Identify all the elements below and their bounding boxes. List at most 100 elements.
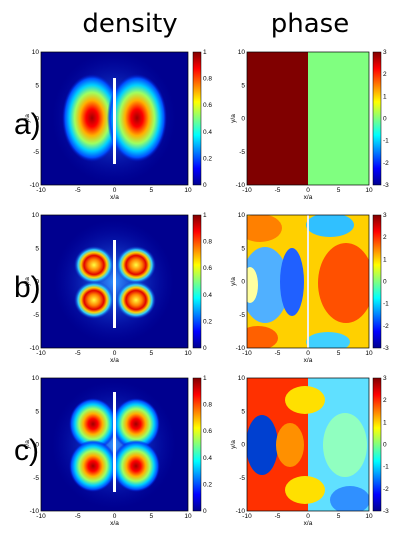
density-map-c <box>41 378 188 511</box>
colorbar-tick-label: 0 <box>383 116 387 123</box>
x-axis-label: x/a <box>304 520 313 527</box>
colorbar-tick-label: 1 <box>383 93 387 100</box>
colorbar-tick-label: -2 <box>383 323 389 330</box>
phase-colorbar-b <box>372 214 382 349</box>
x-tick-label: -10 <box>36 513 46 520</box>
density-map-a <box>41 52 188 185</box>
y-tick-label: 10 <box>238 49 246 56</box>
x-tick-label: 10 <box>184 350 192 357</box>
y-axis-label: y/a <box>230 440 237 449</box>
y-tick-label: 0 <box>35 279 39 286</box>
colorbar-tick-label: 0.2 <box>203 318 212 325</box>
colorbar-tick-label: 0.4 <box>203 129 212 136</box>
colorbar-tick-label: 2 <box>383 71 387 78</box>
colorbar-tick-label: -1 <box>383 138 389 145</box>
colorbar-tick-label: -2 <box>383 160 389 167</box>
x-tick-label: 5 <box>149 350 153 357</box>
y-axis-label: y/a <box>230 277 237 286</box>
row-label-b: b) <box>14 271 41 304</box>
colorbar-tick-label: 3 <box>383 212 387 219</box>
colorbar-tick-label: 0.2 <box>203 155 212 162</box>
x-tick-label: -10 <box>36 187 46 194</box>
x-axis-label: x/a <box>304 357 313 364</box>
x-tick-label: 0 <box>113 187 117 194</box>
colorbar-tick-label: 0.8 <box>203 239 212 246</box>
colorbar-tick-label: 1 <box>383 256 387 263</box>
x-axis-label: x/a <box>110 357 119 364</box>
x-tick-label: 0 <box>113 350 117 357</box>
colorbar-tick-label: 0 <box>383 442 387 449</box>
y-axis-label: y/a <box>24 277 31 286</box>
y-tick-label: 10 <box>238 375 246 382</box>
y-tick-label: -5 <box>33 312 39 319</box>
y-tick-label: -5 <box>33 149 39 156</box>
y-tick-label: -10 <box>30 508 40 515</box>
y-tick-label: 10 <box>238 212 246 219</box>
y-tick-label: -5 <box>239 149 245 156</box>
colorbar-tick-label: 0 <box>383 279 387 286</box>
y-tick-label: 0 <box>241 442 245 449</box>
row-label-c: c) <box>14 434 39 467</box>
x-axis-label: x/a <box>110 520 119 527</box>
colorbar-tick-label: 1 <box>203 375 207 382</box>
colorbar-tick-label: 0.4 <box>203 455 212 462</box>
y-tick-label: 10 <box>32 49 40 56</box>
y-tick-label: -10 <box>236 182 246 189</box>
colorbar-tick-label: 0 <box>203 508 207 515</box>
x-tick-label: 10 <box>365 187 373 194</box>
y-tick-label: -10 <box>236 508 246 515</box>
colorbar-tick-label: 0.4 <box>203 292 212 299</box>
y-tick-label: 0 <box>35 442 39 449</box>
density-colorbar-a <box>192 51 202 186</box>
x-tick-label: -5 <box>275 187 281 194</box>
phase-colorbar-a <box>372 51 382 186</box>
y-tick-label: -10 <box>236 345 246 352</box>
colorbar-tick-label: 0.6 <box>203 102 212 109</box>
x-tick-label: -10 <box>242 187 252 194</box>
x-tick-label: 10 <box>365 513 373 520</box>
colorbar-tick-label: 3 <box>383 375 387 382</box>
y-tick-label: 10 <box>32 375 40 382</box>
colorbar-tick-label: 1 <box>203 49 207 56</box>
phase-colorbar-c <box>372 377 382 512</box>
x-tick-label: 10 <box>365 350 373 357</box>
phase-map-a <box>247 52 369 185</box>
y-tick-label: 5 <box>241 82 245 89</box>
colorbar-tick-label: 2 <box>383 397 387 404</box>
phase-map-c <box>247 378 369 511</box>
y-tick-label: -5 <box>239 312 245 319</box>
x-tick-label: -5 <box>75 187 81 194</box>
x-tick-label: 10 <box>184 513 192 520</box>
axis-ticks: -10 -5 0 5 101050-5-10x/ay/a10.80.60.40.20-1… <box>24 49 389 527</box>
colorbar-tick-label: 0.6 <box>203 428 212 435</box>
y-tick-label: 0 <box>241 116 245 123</box>
y-tick-label: 5 <box>35 408 39 415</box>
x-tick-label: 5 <box>149 187 153 194</box>
y-tick-label: -5 <box>239 475 245 482</box>
colorbar-tick-label: 0 <box>203 345 207 352</box>
y-tick-label: 10 <box>32 212 40 219</box>
colorbar-tick-label: -1 <box>383 301 389 308</box>
colorbar-tick-label: 2 <box>383 234 387 241</box>
y-tick-label: 5 <box>241 245 245 252</box>
row-label-a: a) <box>14 108 41 141</box>
x-tick-label: -10 <box>242 350 252 357</box>
density-colorbar-b <box>192 214 202 349</box>
colorbar-tick-label: -2 <box>383 486 389 493</box>
x-tick-label: -5 <box>75 350 81 357</box>
x-tick-label: -10 <box>242 513 252 520</box>
x-tick-label: -5 <box>75 513 81 520</box>
y-axis-label: y/a <box>24 114 31 123</box>
x-axis-label: x/a <box>304 194 313 201</box>
y-axis-label: y/a <box>24 440 31 449</box>
x-tick-label: 0 <box>306 350 310 357</box>
colorbar-tick-label: -3 <box>383 182 389 189</box>
x-tick-label: 5 <box>149 513 153 520</box>
colorbar-tick-label: 0 <box>203 182 207 189</box>
x-tick-label: 5 <box>337 187 341 194</box>
density-map-b <box>41 215 188 348</box>
colorbar-tick-label: 0.8 <box>203 76 212 83</box>
y-axis-label: y/a <box>230 114 237 123</box>
colorbar-tick-label: -1 <box>383 464 389 471</box>
